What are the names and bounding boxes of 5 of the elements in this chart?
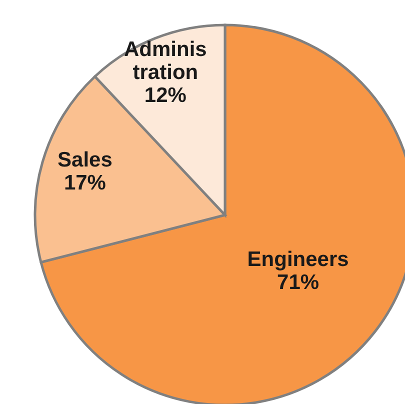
data-label: 12% xyxy=(144,84,187,107)
data-label: 71% xyxy=(277,270,320,294)
slice-label: Engineers xyxy=(247,248,349,271)
data-label: 17% xyxy=(64,170,106,194)
slice-label: Sales xyxy=(58,148,112,171)
